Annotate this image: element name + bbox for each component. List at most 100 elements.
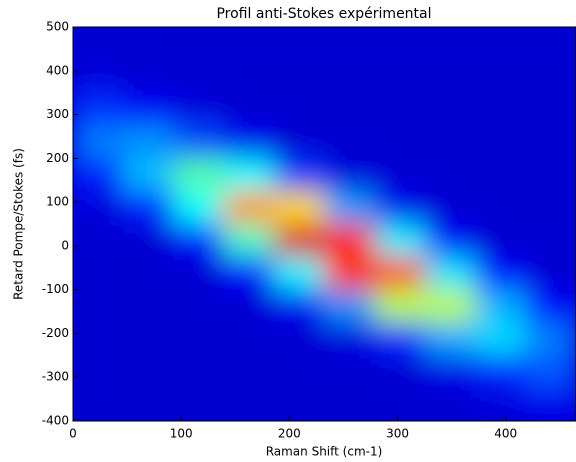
heatmap-cell bbox=[274, 125, 325, 159]
heatmap-cell bbox=[173, 256, 225, 291]
heatmap-cell bbox=[73, 388, 124, 421]
heatmap-cell bbox=[475, 59, 527, 94]
heatmap-cell bbox=[374, 191, 426, 225]
heatmap-cell bbox=[73, 158, 124, 192]
heatmap-cell bbox=[73, 59, 124, 94]
heatmap-cell bbox=[274, 256, 325, 291]
heatmap-cell bbox=[374, 224, 426, 258]
heatmap-cell bbox=[73, 355, 124, 389]
heatmap-cell bbox=[223, 59, 275, 94]
heatmap-cell bbox=[324, 27, 376, 61]
heatmap-cell bbox=[525, 125, 576, 159]
heatmap-cell bbox=[525, 191, 576, 225]
heatmap-cell bbox=[274, 224, 325, 258]
chart-title: Profil anti-Stokes expérimental bbox=[216, 6, 431, 22]
heatmap-cell bbox=[173, 289, 225, 323]
heatmap-cell bbox=[525, 224, 576, 258]
heatmap-cell bbox=[73, 322, 124, 356]
heatmap-cell bbox=[525, 322, 576, 356]
heatmap-cell bbox=[525, 289, 576, 323]
heatmap-cell bbox=[475, 191, 527, 225]
heatmap-cell bbox=[173, 224, 225, 258]
heatmap-cell bbox=[324, 224, 376, 258]
heatmap-cell bbox=[173, 92, 225, 126]
heatmap-cell bbox=[475, 27, 527, 61]
heatmap-cell bbox=[374, 59, 426, 94]
heatmap-cell bbox=[173, 355, 225, 389]
heatmap-cell bbox=[324, 355, 376, 389]
heatmap-cell bbox=[525, 59, 576, 94]
heatmap-cell bbox=[223, 322, 275, 356]
heatmap-cell bbox=[324, 322, 376, 356]
heatmap-cell bbox=[274, 355, 325, 389]
heatmap-cell bbox=[525, 256, 576, 291]
heatmap-cell bbox=[223, 224, 275, 258]
heatmap-cell bbox=[324, 59, 376, 94]
heatmap-cell bbox=[324, 388, 376, 421]
heatmap-cell bbox=[324, 158, 376, 192]
heatmap-cell bbox=[73, 224, 124, 258]
heatmap-cell bbox=[173, 27, 225, 61]
y-tick-label: -400 bbox=[42, 414, 69, 428]
heatmap-cell bbox=[324, 256, 376, 291]
heatmap-cell bbox=[274, 27, 325, 61]
y-axis-label: Retard Pompe/Stokes (fs) bbox=[12, 148, 26, 300]
heatmap-cell bbox=[525, 158, 576, 192]
heatmap-cell bbox=[123, 158, 175, 192]
heatmap-cell bbox=[374, 322, 426, 356]
heatmap-cell bbox=[274, 158, 325, 192]
heatmap-cell bbox=[173, 322, 225, 356]
y-tick-label: 0 bbox=[61, 238, 69, 252]
heatmap-cell bbox=[475, 388, 527, 421]
heatmap-cells bbox=[73, 27, 576, 421]
heatmap-cell bbox=[425, 125, 476, 159]
heatmap-cell bbox=[425, 289, 476, 323]
heatmap-cell bbox=[425, 158, 476, 192]
heatmap-cell bbox=[374, 125, 426, 159]
x-axis-label: Raman Shift (cm-1) bbox=[266, 445, 383, 459]
heatmap-cell bbox=[425, 224, 476, 258]
heatmap-cell bbox=[425, 388, 476, 421]
heatmap-cell bbox=[425, 92, 476, 126]
y-tick-label: -300 bbox=[42, 370, 69, 384]
heatmap-cell bbox=[475, 289, 527, 323]
heatmap-cell bbox=[73, 191, 124, 225]
heatmap-cell bbox=[123, 355, 175, 389]
heatmap-cell bbox=[475, 158, 527, 192]
heatmap-cell bbox=[223, 289, 275, 323]
y-tick-label: 400 bbox=[46, 63, 69, 77]
heatmap-cell bbox=[324, 92, 376, 126]
heatmap-cell bbox=[274, 322, 325, 356]
heatmap-cell bbox=[374, 388, 426, 421]
heatmap-cell bbox=[324, 191, 376, 225]
heatmap-cell bbox=[525, 355, 576, 389]
heatmap-cell bbox=[374, 158, 426, 192]
plot-frame bbox=[72, 26, 576, 422]
heatmap-cell bbox=[173, 59, 225, 94]
heatmap-cell bbox=[173, 158, 225, 192]
plot-area bbox=[73, 27, 576, 421]
heatmap-cell bbox=[274, 92, 325, 126]
heatmap-cell bbox=[73, 27, 124, 61]
heatmap-cell bbox=[123, 27, 175, 61]
heatmap-cell bbox=[223, 158, 275, 192]
heatmap-cell bbox=[274, 388, 325, 421]
x-tick-label: 400 bbox=[494, 427, 517, 441]
heatmap-cell bbox=[324, 289, 376, 323]
x-tick-label: 300 bbox=[386, 427, 409, 441]
heatmap-cell bbox=[425, 256, 476, 291]
heatmap-cell bbox=[223, 355, 275, 389]
heatmap-cell bbox=[374, 256, 426, 291]
heatmap-cell bbox=[475, 92, 527, 126]
heatmap-cell bbox=[123, 322, 175, 356]
heatmap-cell bbox=[123, 92, 175, 126]
heatmap-cell bbox=[123, 388, 175, 421]
heatmap-cell bbox=[123, 125, 175, 159]
heatmap-cell bbox=[374, 355, 426, 389]
heatmap-cell bbox=[525, 388, 576, 421]
heatmap-cell bbox=[173, 191, 225, 225]
heatmap-cell bbox=[173, 125, 225, 159]
heatmap-cell bbox=[475, 322, 527, 356]
heatmap-cell bbox=[425, 322, 476, 356]
